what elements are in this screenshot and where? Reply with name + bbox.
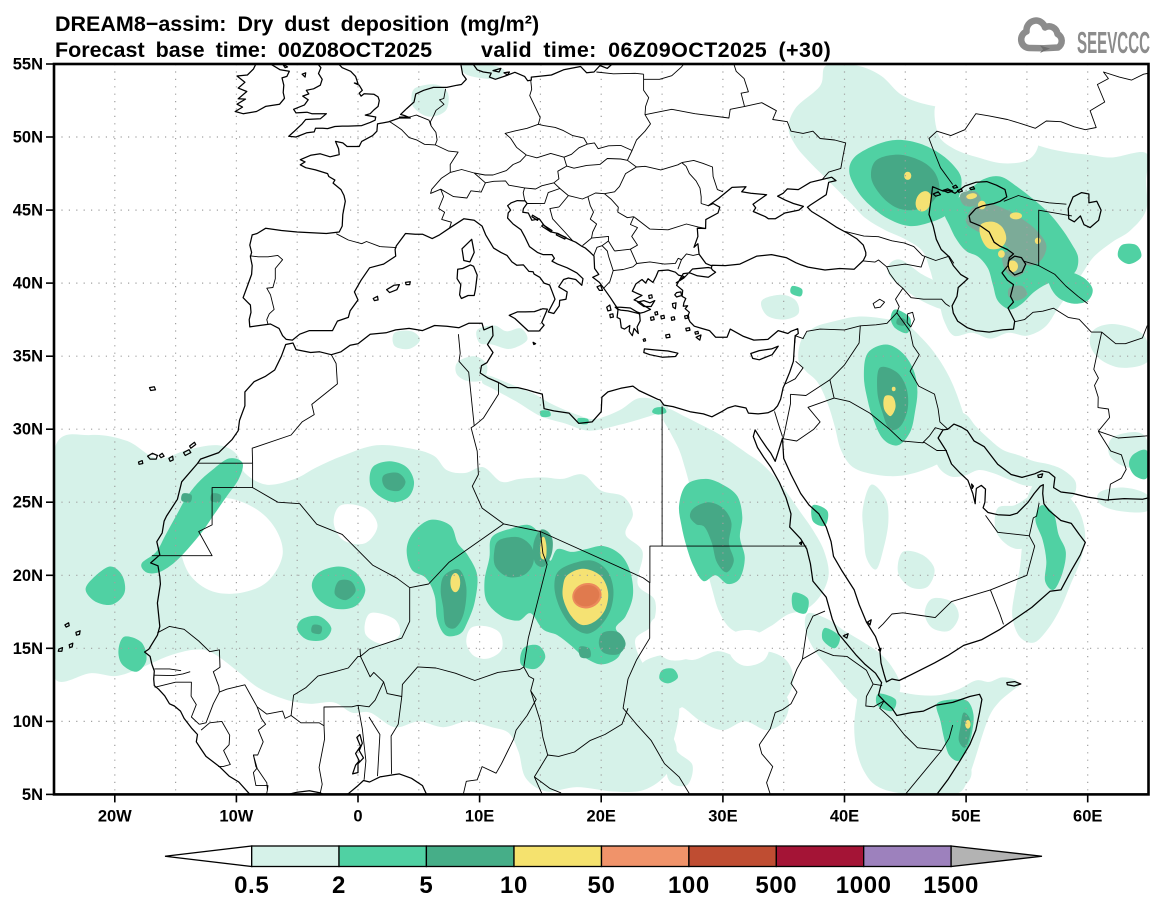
- svg-text:2: 2: [332, 872, 346, 899]
- svg-text:40N: 40N: [13, 275, 43, 293]
- svg-text:45N: 45N: [13, 202, 43, 220]
- svg-text:SEEVCCC: SEEVCCC: [1077, 26, 1150, 60]
- svg-text:5N: 5N: [22, 786, 43, 804]
- svg-text:0.5: 0.5: [234, 872, 269, 899]
- svg-text:100: 100: [668, 872, 710, 899]
- svg-text:20N: 20N: [13, 567, 43, 585]
- svg-text:30E: 30E: [708, 807, 737, 825]
- svg-text:5: 5: [419, 872, 433, 899]
- svg-text:60E: 60E: [1073, 807, 1102, 825]
- svg-text:55N: 55N: [13, 56, 43, 74]
- svg-text:1500: 1500: [923, 872, 979, 899]
- svg-text:30N: 30N: [13, 421, 43, 439]
- svg-text:500: 500: [755, 872, 797, 899]
- svg-text:20W: 20W: [98, 807, 132, 825]
- svg-text:50E: 50E: [951, 807, 980, 825]
- svg-text:0: 0: [353, 807, 362, 825]
- svg-text:10N: 10N: [13, 713, 43, 731]
- svg-text:10W: 10W: [219, 807, 253, 825]
- svg-text:50: 50: [588, 872, 616, 899]
- svg-text:DREAM8−assim: Dry dust deposit: DREAM8−assim: Dry dust deposition (mg/m²…: [55, 12, 539, 36]
- svg-text:10: 10: [500, 872, 528, 899]
- svg-text:10E: 10E: [465, 807, 494, 825]
- svg-text:40E: 40E: [830, 807, 859, 825]
- svg-text:25N: 25N: [13, 494, 43, 512]
- svg-text:1000: 1000: [836, 872, 892, 899]
- svg-text:20E: 20E: [587, 807, 616, 825]
- svg-text:15N: 15N: [13, 640, 43, 658]
- svg-text:Forecast base time: 00Z08OCT20: Forecast base time: 00Z08OCT2025: [55, 38, 432, 62]
- svg-text:50N: 50N: [13, 129, 43, 147]
- svg-text:valid time: 06Z09OCT2025 (+30): valid time: 06Z09OCT2025 (+30): [481, 38, 831, 62]
- svg-text:35N: 35N: [13, 348, 43, 366]
